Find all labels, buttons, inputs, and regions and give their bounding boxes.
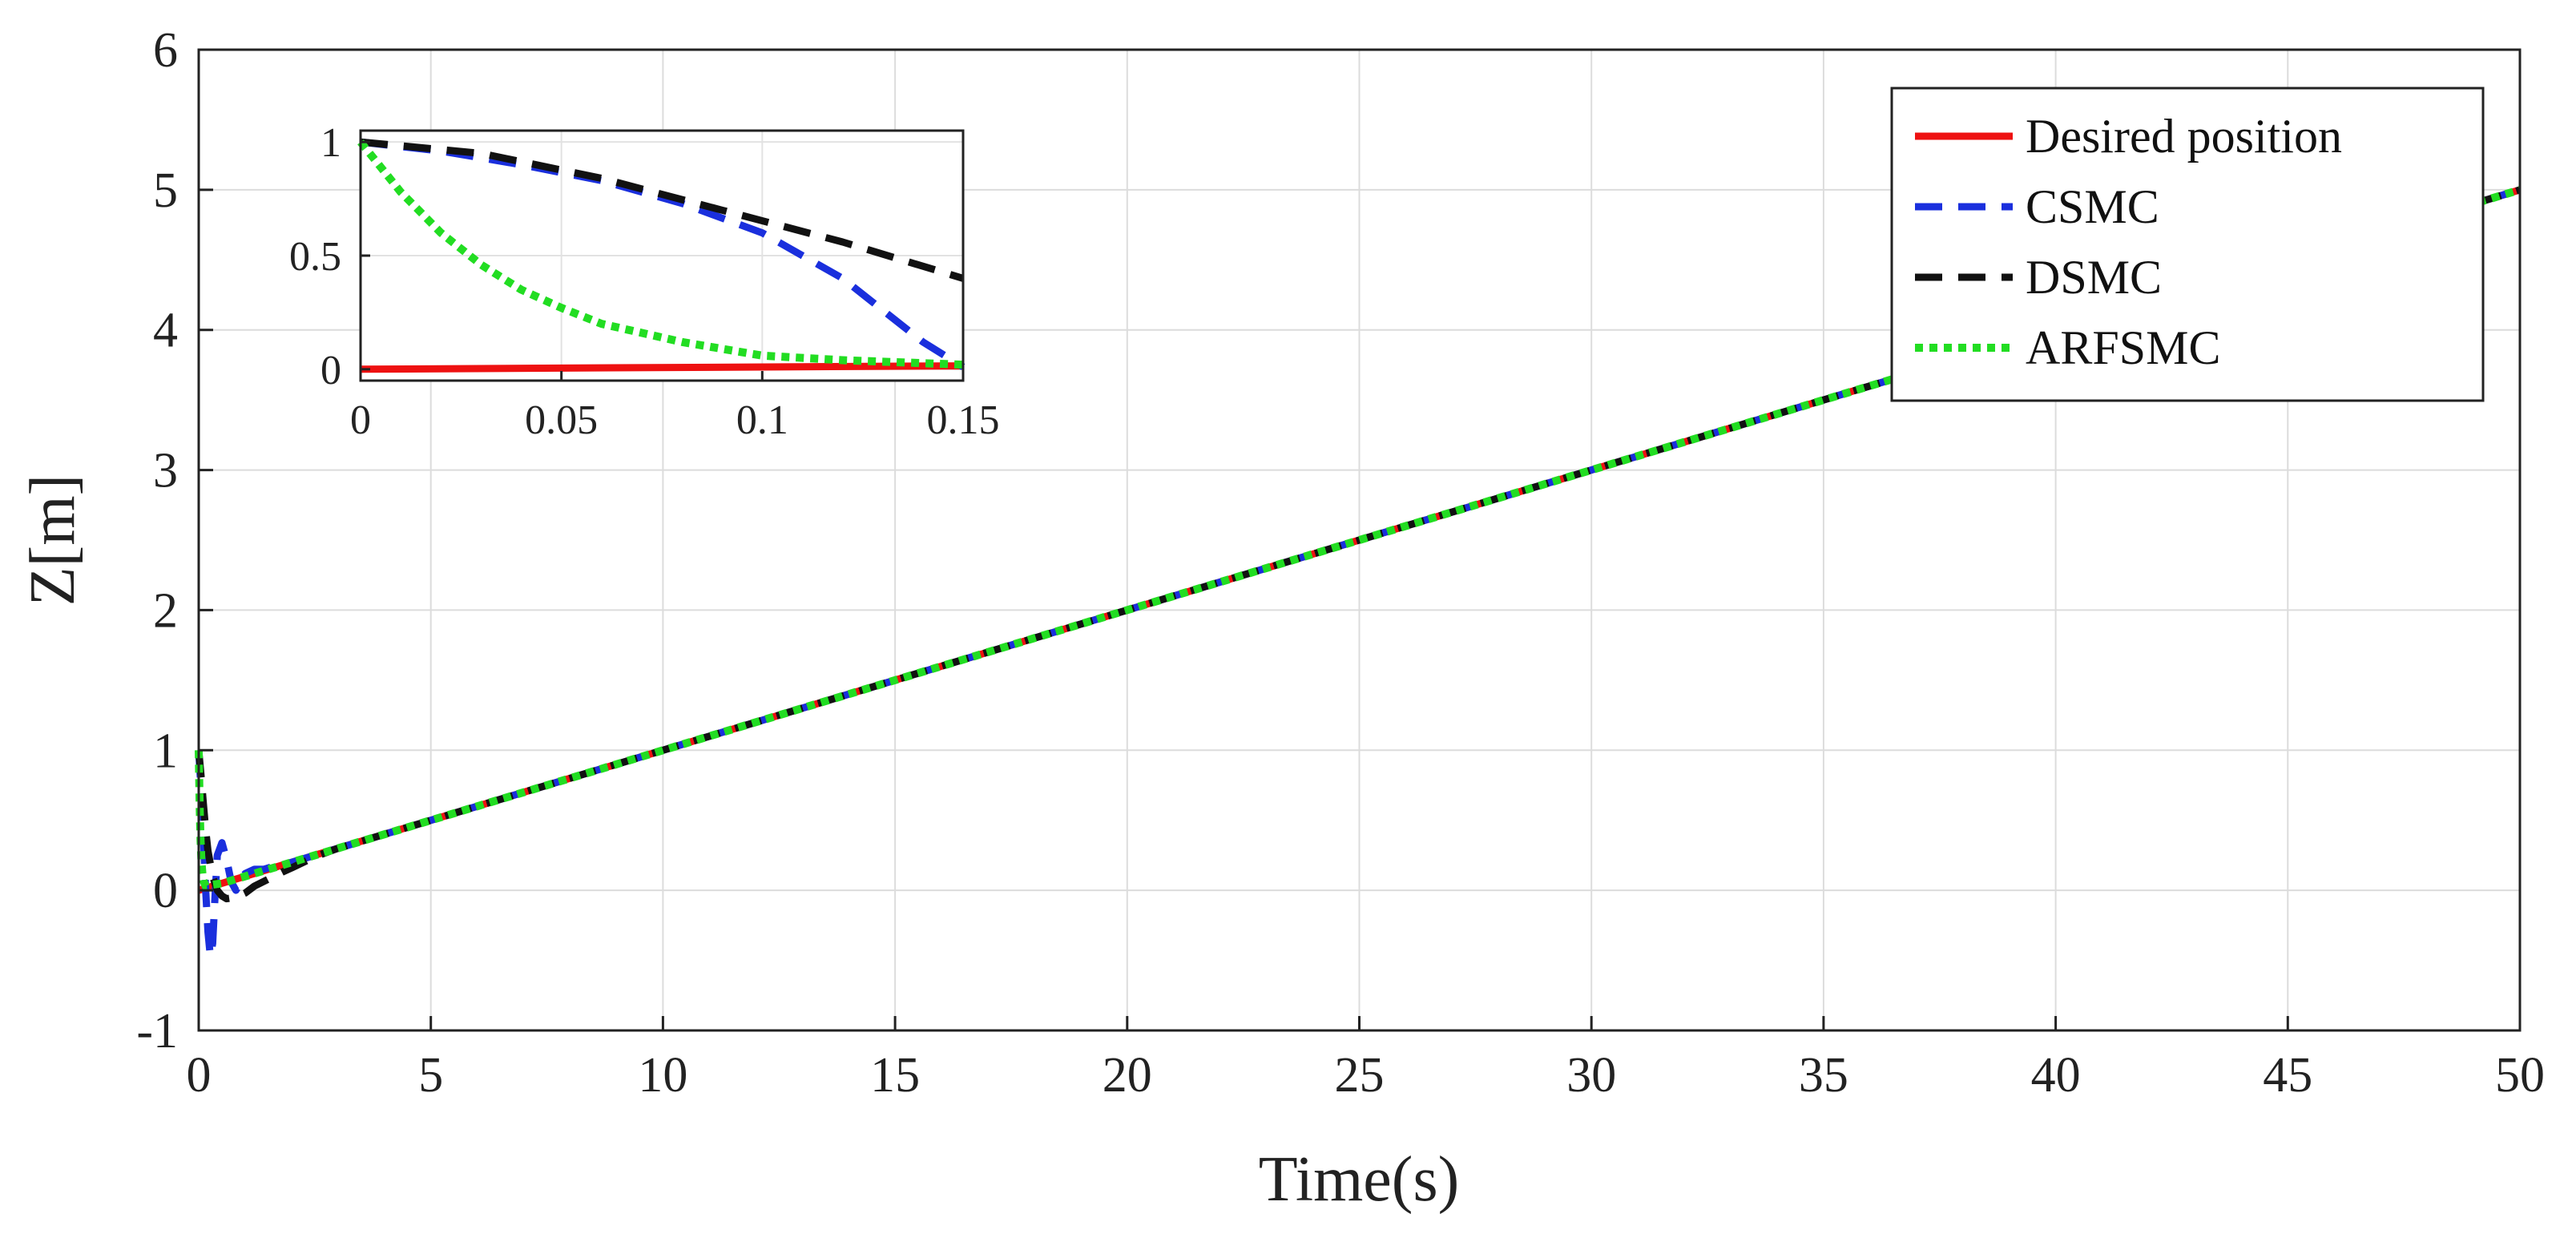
y-tick-label: -1 xyxy=(136,1004,178,1058)
x-tick-label: 5 xyxy=(418,1048,443,1103)
legend-label-arfsmc: ARFSMC xyxy=(2026,321,2220,374)
x-tick-label: 25 xyxy=(1335,1048,1385,1103)
inset-series-line-arfsmc xyxy=(357,139,964,369)
x-tick-label: 20 xyxy=(1103,1048,1152,1103)
legend-label-desired-position: Desired position xyxy=(2026,110,2342,163)
x-tick-label: 45 xyxy=(2263,1048,2312,1103)
legend-items: Desired position CSMC DSMC ARFSMC xyxy=(1915,110,2342,374)
inset-y-tick-label: 0.5 xyxy=(289,234,341,280)
legend: Desired position CSMC DSMC ARFSMC xyxy=(1890,87,2485,402)
legend-label-dsmc: DSMC xyxy=(2026,251,2162,304)
x-tick-label: 30 xyxy=(1566,1048,1616,1103)
inset-y-tick-label: 1 xyxy=(320,120,341,166)
y-tick-label: 6 xyxy=(153,23,178,78)
series-line-arfsmc xyxy=(195,186,2522,890)
x-axis-label: Time(s) xyxy=(1259,1144,1459,1215)
y-tick-label: 2 xyxy=(153,583,178,638)
y-tick-label: 0 xyxy=(153,864,178,918)
inset-series-line-desired-position xyxy=(360,362,964,373)
y-tick-label: 3 xyxy=(153,444,178,498)
legend-label-csmc: CSMC xyxy=(2026,180,2159,233)
y-tick-label: 5 xyxy=(153,163,178,218)
x-tick-label: 50 xyxy=(2495,1048,2545,1103)
x-tick-label: 40 xyxy=(2031,1048,2081,1103)
inset-tick-labels: 0 0.05 0.1 0.15 0 0.5 1 xyxy=(289,120,1000,443)
x-tick-label: 10 xyxy=(638,1048,687,1103)
inset-x-tick-label: 0.1 xyxy=(736,397,788,443)
inset-y-tick-label: 0 xyxy=(320,348,341,393)
x-tick-label: 15 xyxy=(870,1048,920,1103)
x-tick-label: 0 xyxy=(187,1048,212,1103)
series-line-csmc xyxy=(195,186,2522,960)
x-tick-label: 35 xyxy=(1799,1048,1848,1103)
y-tick-label: 1 xyxy=(153,724,178,778)
series-line-dsmc xyxy=(195,186,2522,903)
inset-x-tick-label: 0 xyxy=(350,397,371,443)
inset-series-line-dsmc xyxy=(360,138,965,282)
y-tick-label: 4 xyxy=(153,304,178,358)
inset-x-tick-label: 0.05 xyxy=(525,397,598,443)
inset-x-tick-label: 0.15 xyxy=(927,397,1000,443)
inset-chart: 0 0.05 0.1 0.15 0 0.5 1 xyxy=(289,120,1000,443)
y-axis-label: Z[m] xyxy=(18,474,88,606)
inset-series-group xyxy=(357,138,965,373)
